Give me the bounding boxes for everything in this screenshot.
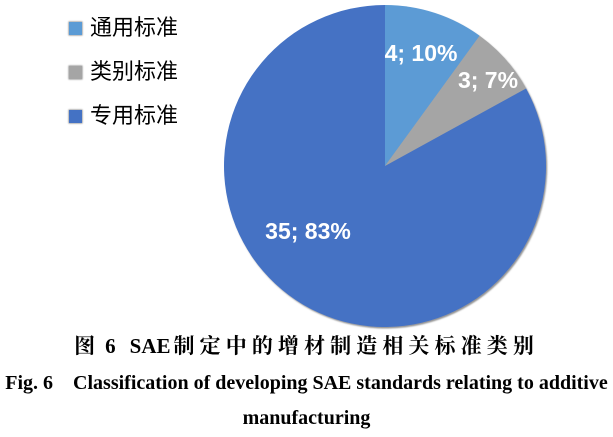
svg-text:35; 83%: 35; 83% [265, 218, 351, 244]
svg-text:3; 7%: 3; 7% [458, 67, 518, 93]
svg-text:4; 10%: 4; 10% [385, 40, 458, 66]
